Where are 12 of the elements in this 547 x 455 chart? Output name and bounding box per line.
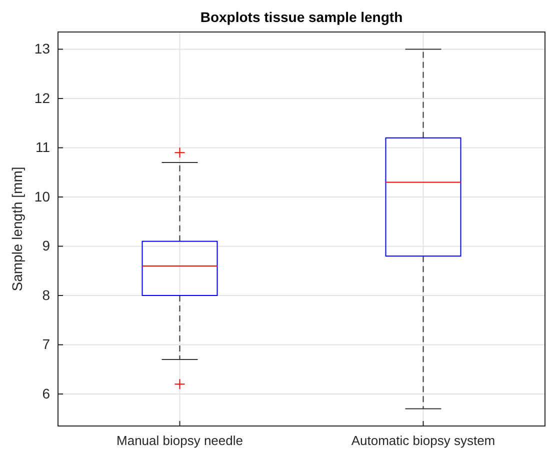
y-tick-label: 13 <box>34 40 50 57</box>
y-tick-label: 6 <box>42 385 50 402</box>
y-tick-label: 12 <box>34 90 50 106</box>
y-axis-title: Sample length [mm] <box>9 166 25 292</box>
y-tick-label: 10 <box>34 188 50 204</box>
chart-title: Boxplots tissue sample length <box>200 9 403 25</box>
y-tick-label: 9 <box>42 238 50 254</box>
x-tick-label: Manual biopsy needle <box>116 433 243 448</box>
y-tick-label: 11 <box>35 139 50 156</box>
x-tick-label: Automatic biopsy system <box>351 433 496 448</box>
y-tick-label: 8 <box>42 286 50 303</box>
y-tick-label: 7 <box>42 336 50 352</box>
